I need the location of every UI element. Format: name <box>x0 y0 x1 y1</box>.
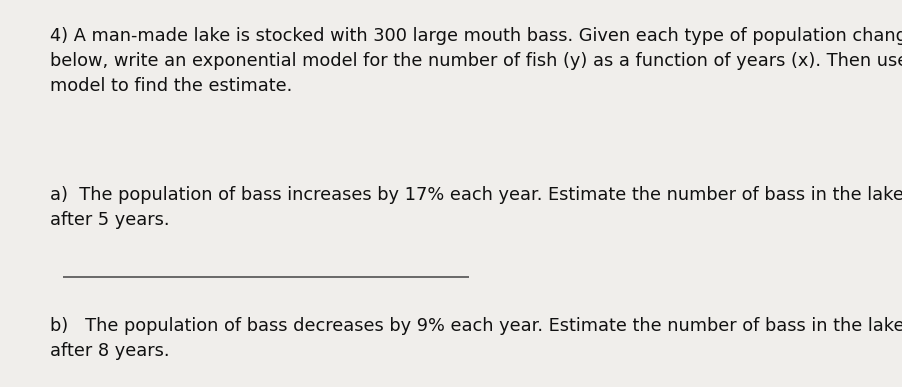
Text: b)   The population of bass decreases by 9% each year. Estimate the number of ba: b) The population of bass decreases by 9… <box>50 317 902 360</box>
Text: a)  The population of bass increases by 17% each year. Estimate the number of ba: a) The population of bass increases by 1… <box>50 186 902 229</box>
Text: 4) A man-made lake is stocked with 300 large mouth bass. Given each type of popu: 4) A man-made lake is stocked with 300 l… <box>50 27 902 95</box>
